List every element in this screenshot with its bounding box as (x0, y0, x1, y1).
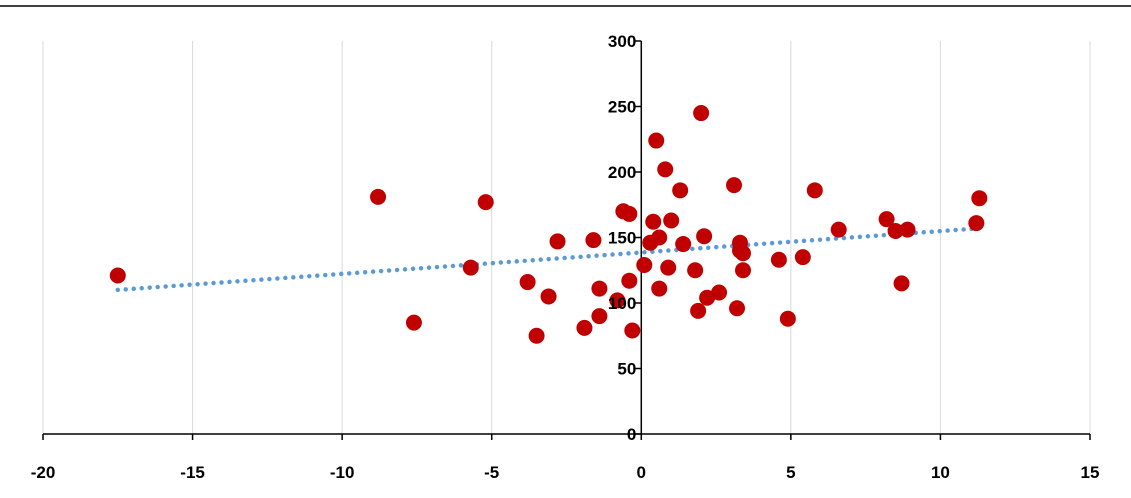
y-tick-label-50: 50 (617, 360, 636, 379)
data-point-12 (591, 308, 608, 325)
y-tick-label-100: 100 (608, 294, 636, 313)
data-point-44 (806, 182, 823, 199)
data-point-36 (729, 300, 746, 317)
data-points (109, 105, 988, 344)
data-point-1 (370, 188, 387, 205)
x-tick-label-5: 5 (786, 463, 795, 482)
data-point-23 (651, 280, 668, 297)
data-point-30 (690, 302, 707, 319)
data-point-49 (899, 221, 916, 238)
data-point-34 (711, 284, 728, 301)
y-tick-label-0: 0 (627, 425, 636, 444)
data-point-13 (609, 292, 626, 309)
data-point-24 (657, 161, 674, 178)
data-point-18 (636, 257, 653, 274)
data-point-41 (770, 251, 787, 268)
data-point-11 (591, 280, 608, 297)
x-tick-label-neg5: -5 (484, 463, 499, 482)
y-tick-label-200: 200 (608, 163, 636, 182)
data-point-46 (878, 211, 895, 228)
data-point-43 (794, 249, 811, 266)
gridlines (42, 41, 1091, 434)
axes (42, 40, 1091, 440)
data-point-32 (696, 228, 713, 245)
data-point-2 (405, 314, 422, 331)
data-point-6 (528, 327, 545, 344)
data-point-48 (893, 275, 910, 292)
trendline-layer (115, 226, 982, 293)
x-tick-label-15: 15 (1081, 463, 1100, 482)
data-point-29 (687, 262, 704, 279)
data-point-20 (645, 213, 662, 230)
data-point-26 (663, 212, 680, 229)
data-point-45 (830, 221, 847, 238)
data-point-5 (519, 274, 536, 291)
data-point-39 (734, 245, 751, 262)
data-point-28 (675, 236, 692, 253)
data-point-42 (779, 310, 796, 327)
x-tick-label-neg20: -20 (31, 463, 56, 482)
data-point-47 (887, 222, 904, 239)
trendline (115, 226, 982, 293)
data-point-21 (651, 229, 668, 246)
data-point-33 (699, 289, 716, 306)
data-point-50 (968, 215, 985, 232)
data-point-10 (585, 232, 602, 249)
x-tick-label-neg15: -15 (180, 463, 205, 482)
data-point-35 (726, 177, 743, 194)
data-point-25 (660, 259, 677, 276)
data-point-7 (540, 288, 557, 305)
data-point-22 (648, 132, 665, 149)
data-point-8 (549, 233, 566, 250)
y-tick-label-250: 250 (608, 98, 636, 117)
data-point-31 (693, 105, 710, 122)
data-point-51 (971, 190, 988, 207)
data-point-16 (624, 322, 641, 339)
x-tick-label-neg10: -10 (330, 463, 355, 482)
data-point-3 (462, 259, 479, 276)
y-tick-label-300: 300 (608, 32, 636, 51)
data-point-15 (621, 205, 638, 222)
y-tick-label-150: 150 (608, 229, 636, 248)
data-point-9 (576, 319, 593, 336)
data-point-40 (734, 262, 751, 279)
data-point-27 (672, 182, 689, 199)
data-point-17 (621, 272, 638, 289)
x-tick-label-10: 10 (931, 463, 950, 482)
data-point-0 (109, 267, 126, 284)
x-tick-label-0: 0 (637, 463, 646, 482)
data-point-4 (477, 194, 494, 211)
